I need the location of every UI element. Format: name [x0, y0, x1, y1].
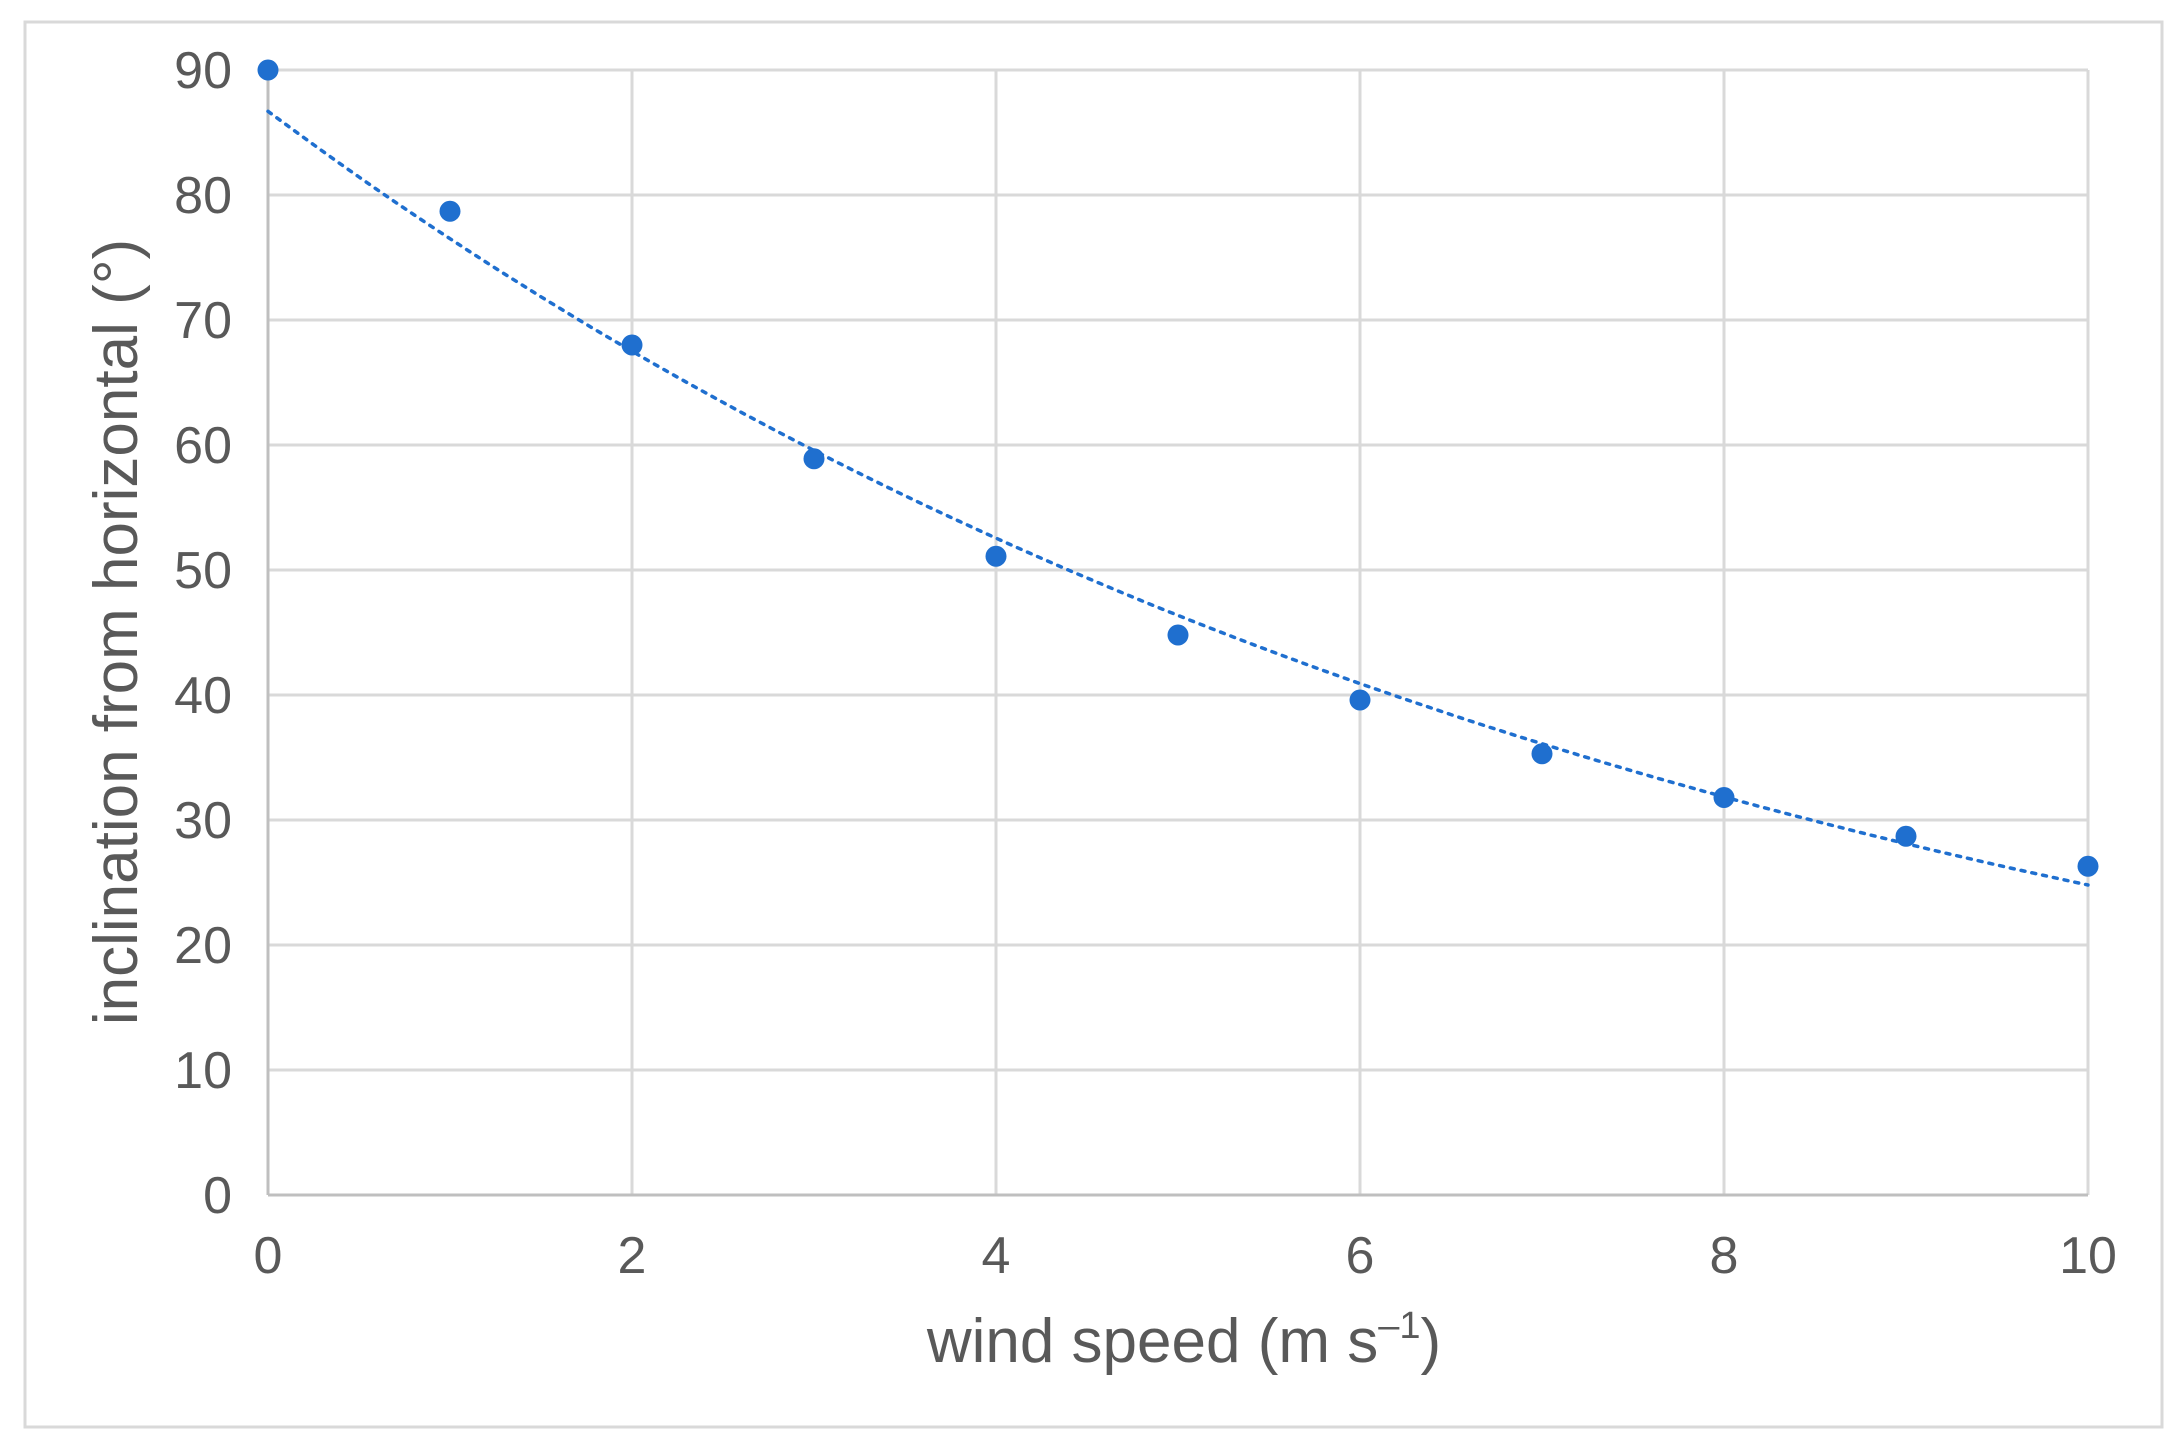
- data-point: [2077, 855, 2099, 877]
- x-tick-label: 8: [1710, 1227, 1739, 1285]
- y-tick-label: 0: [203, 1167, 232, 1225]
- y-tick-label: 90: [174, 42, 232, 100]
- y-tick-label: 10: [174, 1042, 232, 1100]
- x-axis-title-main: wind speed (m s: [926, 1307, 1378, 1376]
- x-tick-label: 4: [982, 1227, 1011, 1285]
- y-tick-label: 20: [174, 917, 232, 975]
- data-point: [439, 200, 461, 222]
- y-tick-label: 60: [174, 417, 232, 475]
- x-axis-title-suffix: ): [1421, 1307, 1442, 1376]
- x-axis-title-superscript: –1: [1378, 1305, 1420, 1347]
- y-tick-label: 40: [174, 667, 232, 725]
- y-tick-label: 70: [174, 292, 232, 350]
- y-axis-title: inclination from horizontal (°): [82, 239, 151, 1025]
- x-tick-label: 10: [2059, 1227, 2117, 1285]
- x-tick-label: 2: [618, 1227, 647, 1285]
- y-tick-label: 50: [174, 542, 232, 600]
- y-tick-label: 30: [174, 792, 232, 850]
- x-axis-title: wind speed (m s–1): [926, 1305, 1441, 1376]
- data-point: [1531, 743, 1553, 765]
- data-point: [1713, 787, 1735, 808]
- y-tick-label: 80: [174, 167, 232, 225]
- axes: [266, 70, 2088, 1197]
- trendline: [266, 109, 2090, 887]
- data-point: [1349, 689, 1371, 711]
- trendline-group: [266, 109, 2090, 887]
- gridlines: [268, 68, 2090, 1195]
- chart-border: [23, 20, 2164, 1429]
- x-tick-label: 0: [254, 1227, 283, 1285]
- data-point: [803, 448, 825, 470]
- tick-labels: 0 10 20 30 40 50 60 70 80 90 0 2 4 6 8 10: [174, 42, 2117, 1285]
- data-points: [257, 59, 2099, 877]
- data-point: [1895, 825, 1917, 847]
- data-point: [985, 545, 1007, 567]
- x-tick-label: 6: [1346, 1227, 1375, 1285]
- data-point: [257, 59, 279, 81]
- data-point: [621, 334, 643, 356]
- data-point: [1167, 624, 1189, 646]
